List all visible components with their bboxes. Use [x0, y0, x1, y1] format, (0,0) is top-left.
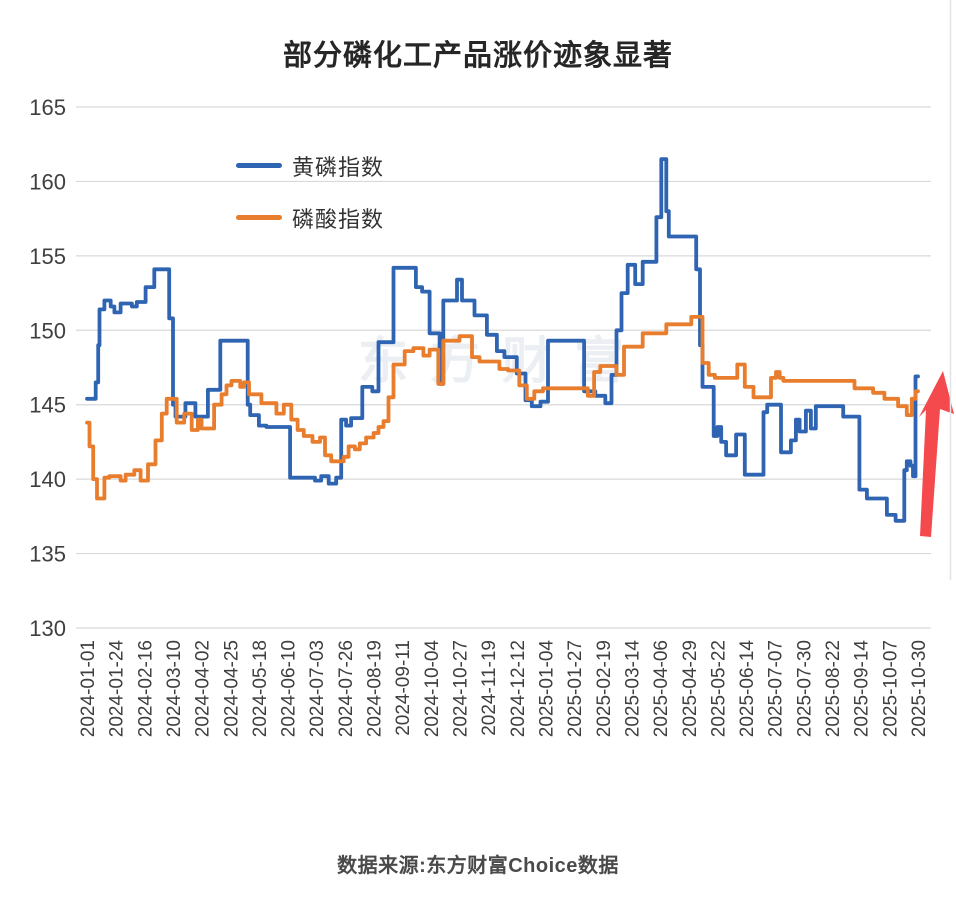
x-tick-label: 2024-10-27: [451, 640, 472, 737]
x-tick-label: 2025-02-19: [594, 640, 615, 737]
x-tick-label: 2024-08-19: [365, 640, 386, 737]
x-tick-label: 2025-10-07: [880, 640, 901, 737]
series-line-yellow-phosphorus: [85, 157, 920, 523]
y-tick-label: 165: [29, 95, 66, 120]
legend-line-swatch-blue: [236, 163, 282, 168]
legend-item-phosphoric-acid-index: 磷酸指数: [236, 203, 384, 232]
legend-label: 磷酸指数: [292, 206, 385, 232]
x-tick-label: 2024-10-04: [422, 640, 443, 738]
x-tick-label: 2024-01-01: [78, 640, 99, 737]
x-tick-label: 2025-07-30: [794, 640, 815, 737]
x-tick-label: 2024-01-24: [107, 640, 128, 738]
y-tick-label: 145: [29, 393, 66, 418]
x-tick-label: 2024-11-19: [479, 640, 500, 736]
x-tick-label: 2025-09-14: [852, 640, 873, 738]
y-tick-label: 160: [29, 169, 66, 194]
x-tick-label: 2024-07-03: [307, 640, 328, 737]
x-tick-label: 2024-02-16: [135, 640, 156, 737]
x-tick-label: 2025-10-30: [909, 640, 930, 737]
watermark: 东方财富: [358, 333, 646, 389]
x-tick-label: 2024-06-10: [279, 640, 300, 737]
up-arrow: [919, 371, 954, 537]
x-tick-label: 2025-01-27: [565, 640, 586, 737]
legend-item-yellow-phosphorus-index: 黄磷指数: [236, 151, 384, 180]
x-tick-label: 2025-04-29: [680, 640, 701, 737]
legend-label: 黄磷指数: [292, 154, 385, 180]
x-tick-label: 2024-12-12: [508, 640, 529, 737]
x-tick-label: 2024-03-10: [164, 640, 185, 737]
x-tick-label: 2025-07-07: [766, 640, 787, 737]
series-line-phosphoric-acid: [85, 315, 920, 501]
data-source: 数据来源:东方财富Choice数据: [337, 855, 619, 877]
chart-title: 部分磷化工产品涨价迹象显著: [282, 40, 673, 72]
x-tick-label: 2025-06-14: [737, 640, 758, 738]
y-tick-label: 130: [29, 616, 66, 641]
x-tick-label: 2024-07-26: [336, 640, 357, 737]
legend-line-swatch-orange: [236, 215, 282, 220]
x-tick-label: 2025-01-04: [536, 640, 557, 738]
x-tick-label: 2025-05-22: [708, 640, 729, 737]
x-tick-label: 2024-04-02: [193, 640, 214, 737]
y-tick-label: 140: [29, 467, 66, 492]
x-tick-label: 2024-09-11: [393, 640, 414, 736]
x-tick-label: 2025-08-22: [823, 640, 844, 737]
legend: 黄磷指数 磷酸指数: [236, 151, 384, 232]
x-tick-label: 2025-04-06: [651, 640, 672, 737]
y-tick-label: 150: [29, 318, 66, 343]
x-tick-label: 2024-04-25: [221, 640, 242, 737]
x-tick-label: 2025-03-14: [622, 640, 643, 738]
x-tick-label: 2024-05-18: [250, 640, 271, 737]
y-tick-label: 155: [29, 244, 66, 269]
y-tick-label: 135: [29, 542, 66, 567]
